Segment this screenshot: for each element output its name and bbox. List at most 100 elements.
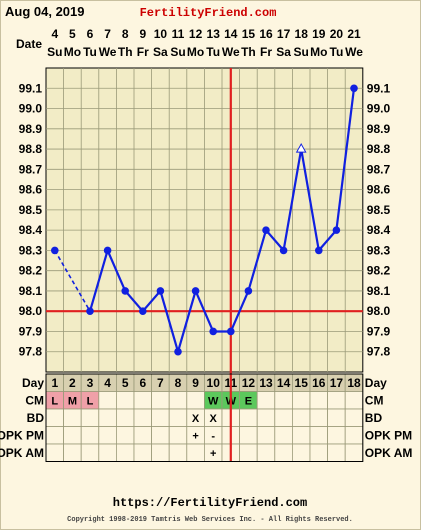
weekday-label: Sa — [153, 45, 168, 59]
weekday-label: We — [222, 45, 240, 59]
table-cell-value: + — [210, 448, 216, 460]
table-border — [45, 373, 364, 462]
temp-point — [315, 246, 323, 255]
table-cell — [98, 426, 117, 445]
temp-point-open — [295, 143, 307, 153]
cycle-day-label: 12 — [242, 376, 256, 390]
table-cell-value: - — [211, 431, 215, 443]
table-cell — [239, 443, 258, 462]
y-tick-right: 99.1 — [367, 81, 391, 95]
table-cell — [151, 391, 170, 410]
table-cell — [151, 426, 170, 445]
date-label: 18 — [295, 27, 309, 41]
cycle-day-label: 15 — [295, 376, 309, 390]
weekday-label: Su — [294, 45, 309, 59]
y-tick-left: 97.9 — [19, 324, 43, 338]
table-cell — [327, 426, 346, 445]
cycle-day-label: 14 — [277, 376, 291, 390]
table-cell — [327, 391, 346, 410]
table-cell — [309, 391, 329, 410]
temp-point — [227, 327, 235, 336]
table-cell — [344, 443, 364, 462]
table-cell-value: X — [210, 413, 218, 425]
table-cell-value: W — [208, 396, 219, 408]
table-cell — [133, 408, 153, 427]
temp-point — [139, 307, 147, 316]
cycle-day-label: 17 — [330, 376, 344, 390]
table-cell — [256, 408, 276, 427]
table-cell — [63, 408, 82, 427]
table-cell — [45, 426, 65, 445]
y-tick-left: 98.1 — [19, 284, 43, 298]
footer-copyright: Copyright 1998-2019 Tamtris Web Services… — [67, 516, 353, 524]
table-cell-value: + — [192, 431, 198, 443]
temp-point — [350, 84, 358, 93]
y-tick-left: 98.6 — [19, 183, 43, 197]
weekday-label: Sa — [276, 45, 291, 59]
table-cell — [168, 408, 188, 427]
temp-point — [121, 287, 129, 295]
date-label: 14 — [224, 27, 238, 41]
table-cell — [186, 443, 205, 462]
date-label: 5 — [69, 27, 76, 41]
y-tick-left: 97.8 — [19, 345, 43, 359]
table-cell — [309, 426, 329, 445]
weekday-label: Su — [47, 45, 62, 59]
weekday-label: Fr — [260, 45, 272, 59]
row-label-day: Day — [22, 376, 44, 390]
table-cell — [239, 408, 258, 427]
y-tick-right: 99.0 — [367, 102, 391, 116]
date-label: 16 — [259, 27, 273, 41]
temp-point — [262, 226, 270, 234]
row-label-right: BD — [365, 411, 383, 425]
date-label: 4 — [51, 27, 58, 41]
table-cell — [116, 391, 135, 410]
table-cell — [80, 426, 100, 445]
table-cell-value: L — [51, 396, 58, 408]
table-cell — [309, 408, 329, 427]
y-tick-left: 98.9 — [19, 122, 43, 136]
table-cell-value: X — [192, 413, 200, 425]
y-tick-left: 99.0 — [19, 102, 43, 116]
y-tick-left: 99.1 — [19, 81, 43, 95]
cycle-day-label: 10 — [207, 376, 221, 390]
date-label: 7 — [104, 27, 111, 41]
table-cell — [291, 426, 311, 445]
table-cell — [344, 426, 364, 445]
y-tick-right: 98.7 — [367, 162, 391, 176]
temp-point — [244, 287, 253, 295]
table-cell — [133, 391, 153, 410]
table-cell — [327, 443, 346, 462]
table-cell — [98, 391, 117, 410]
temp-point — [86, 307, 94, 316]
y-tick-right: 98.3 — [367, 243, 391, 257]
table-cell — [45, 443, 65, 462]
y-tick-right: 98.4 — [367, 223, 391, 237]
row-label-cm: CM — [25, 394, 44, 408]
table-cell — [80, 443, 100, 462]
weekday-label: Th — [118, 45, 133, 59]
y-tick-left: 98.2 — [19, 264, 43, 278]
y-tick-left: 98.4 — [19, 223, 43, 237]
table-cell-value: M — [68, 396, 77, 408]
temp-point — [51, 246, 59, 255]
table-cell — [274, 426, 293, 445]
y-tick-right: 98.9 — [367, 122, 391, 136]
temp-line-dashed — [54, 249, 91, 312]
date-label: 11 — [172, 27, 185, 41]
table-cell — [168, 443, 188, 462]
y-tick-right: 98.6 — [367, 183, 391, 197]
cycle-day-label: 8 — [175, 376, 182, 390]
cycle-day-label: 1 — [51, 376, 58, 390]
table-cell — [256, 391, 276, 410]
table-cell — [98, 408, 117, 427]
y-tick-left: 98.0 — [19, 304, 43, 318]
row-label-right: OPK AM — [365, 446, 413, 460]
weekday-label: We — [99, 45, 117, 59]
date-row-label: Date — [16, 37, 42, 51]
weekday-label: Mo — [310, 45, 327, 59]
cycle-day-label: 5 — [122, 376, 129, 390]
date-label: 6 — [87, 27, 94, 41]
y-tick-right: 97.9 — [367, 324, 391, 338]
